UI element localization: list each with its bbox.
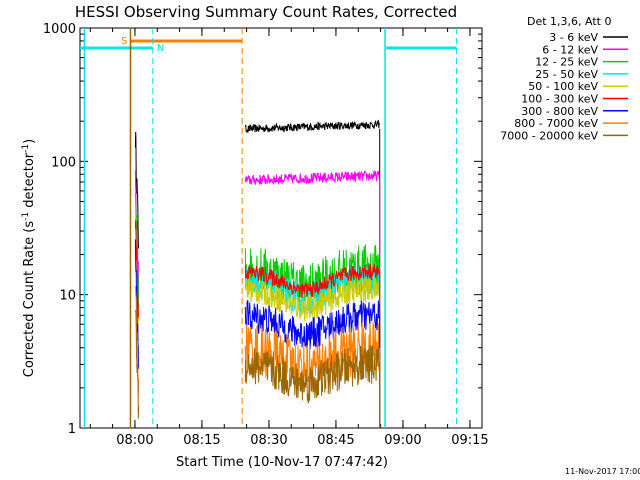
timestamp: 11-Nov-2017 17:00 <box>565 467 640 476</box>
y-axis-label: Corrected Count Rate (s-1 detector-1) <box>21 139 37 377</box>
series-line <box>244 263 380 298</box>
x-tick-label: 09:00 <box>384 433 421 448</box>
y-tick-label: 1 <box>68 422 76 437</box>
saa-marker-label: S <box>121 36 127 47</box>
legend-label: 50 - 100 keV <box>528 80 598 93</box>
night-marker-label: N <box>157 43 164 54</box>
legend-label: 25 - 50 keV <box>535 68 598 81</box>
y-axis-label-sup1: -1 <box>21 212 31 221</box>
series-line <box>244 119 380 134</box>
y-tick-label: 100 <box>51 155 76 170</box>
y-tick-label: 1000 <box>43 22 76 37</box>
y-tick-label: 10 <box>59 289 76 304</box>
series-line <box>244 344 380 404</box>
x-tick-label: 09:15 <box>451 433 488 448</box>
y-axis-label-part2: detector <box>22 152 37 212</box>
series-line <box>244 170 380 185</box>
legend-label: 300 - 800 keV <box>521 105 598 118</box>
y-axis-label-part3: ) <box>22 139 37 144</box>
x-tick-label: 08:45 <box>317 433 354 448</box>
legend-label: 100 - 300 keV <box>521 93 598 106</box>
y-axis-label-part1: Corrected Count Rate (s <box>22 221 37 378</box>
legend-label: 12 - 25 keV <box>535 56 598 69</box>
chart-title: HESSI Observing Summary Count Rates, Cor… <box>75 3 457 21</box>
series-burst-line <box>134 309 140 419</box>
legend-label: 3 - 6 keV <box>549 31 598 44</box>
series-burst-line <box>134 131 140 249</box>
x-tick-label: 08:00 <box>116 433 153 448</box>
x-axis-label: Start Time (10-Nov-17 07:47:42) <box>176 455 388 470</box>
series-line <box>244 299 380 350</box>
legend-label: 6 - 12 keV <box>542 43 598 56</box>
x-axis-label-group: Start Time (10-Nov-17 07:47:42) <box>176 455 388 470</box>
plot-frame <box>79 27 483 429</box>
series-burst-line <box>134 220 140 318</box>
legend-label: 800 - 7000 keV <box>514 117 598 130</box>
x-tick-label: 08:15 <box>183 433 220 448</box>
legend-label: 7000 - 20000 keV <box>500 129 598 142</box>
y-axis-label-sup2: -1 <box>21 144 31 153</box>
legend-header: Det 1,3,6, Att 0 <box>527 15 611 28</box>
y-axis-label-group: Corrected Count Rate (s-1 detector-1) <box>21 139 37 377</box>
x-tick-label: 08:30 <box>250 433 287 448</box>
plot-area: 1 10 100 1000 08:00 08:15 08:30 08:45 09:00 09:15… <box>43 22 489 448</box>
